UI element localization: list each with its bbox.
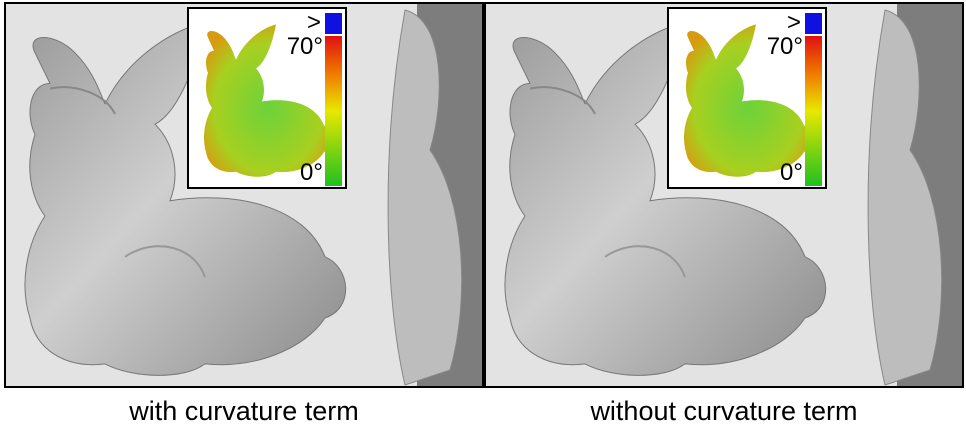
colorbar-high-label: 70° — [287, 33, 323, 60]
colorbar-low-label: 0° — [780, 159, 803, 186]
inset: >70° 0° — [188, 8, 346, 188]
colorbar-over-label: > — [787, 9, 801, 36]
colorbar-over — [325, 13, 342, 34]
colorbar-high-label: 70° — [767, 33, 803, 60]
panel-caption: with curvature term — [128, 396, 359, 425]
colorbar-over-label: > — [307, 9, 321, 36]
figure: >70° 0° with curvature term >70° 0° without c… — [0, 0, 966, 425]
inset: >70° 0° — [668, 8, 826, 188]
colorbar — [805, 36, 822, 186]
colorbar-low-label: 0° — [300, 159, 323, 186]
panel-caption: without curvature term — [589, 396, 857, 425]
colorbar-over — [805, 13, 822, 34]
panel: >70° 0° with curvature term — [5, 3, 483, 425]
colorbar — [325, 36, 342, 186]
panel: >70° 0° without curvature term — [485, 3, 963, 425]
